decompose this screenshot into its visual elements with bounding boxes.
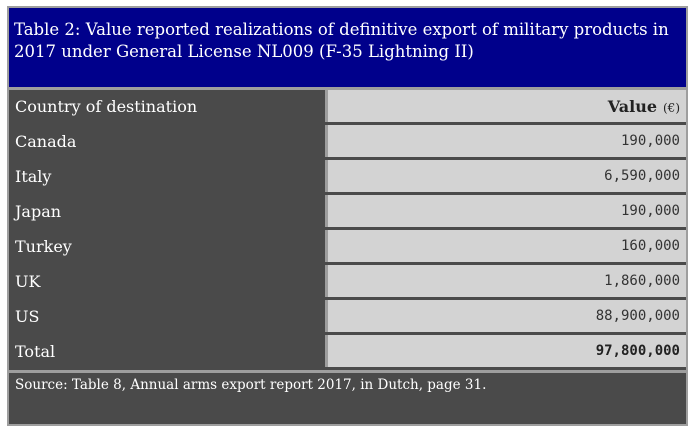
total-value: 97,800,000 <box>325 335 686 367</box>
row-country: US <box>9 300 325 332</box>
table-row: Canada 190,000 <box>9 125 686 157</box>
divider <box>9 87 686 90</box>
table-row: US 88,900,000 <box>9 300 686 332</box>
divider <box>9 370 686 373</box>
row-value: 6,590,000 <box>325 160 686 192</box>
row-value: 1,860,000 <box>325 265 686 297</box>
table-row: UK 1,860,000 <box>9 265 686 297</box>
header-country: Country of destination <box>9 90 325 122</box>
header-value-unit: (€) <box>663 100 680 115</box>
row-value: 160,000 <box>325 230 686 262</box>
table-row: Italy 6,590,000 <box>9 160 686 192</box>
row-country: Turkey <box>9 230 325 262</box>
row-country: Canada <box>9 125 325 157</box>
export-table-panel: Table 2: Value reported realizations of … <box>7 6 688 426</box>
header-value-label: Value <box>607 96 657 116</box>
row-value: 88,900,000 <box>325 300 686 332</box>
table-title: Table 2: Value reported realizations of … <box>9 8 686 87</box>
table-total-row: Total 97,800,000 <box>9 335 686 367</box>
table-row: Turkey 160,000 <box>9 230 686 262</box>
table-row: Japan 190,000 <box>9 195 686 227</box>
row-country: Japan <box>9 195 325 227</box>
source-note: Source: Table 8, Annual arms export repo… <box>15 377 487 393</box>
header-value: Value (€) <box>325 90 686 122</box>
export-table: Country of destination Value (€) Canada 1… <box>9 87 686 370</box>
row-value: 190,000 <box>325 195 686 227</box>
table-header-row: Country of destination Value (€) <box>9 90 686 122</box>
row-country: Italy <box>9 160 325 192</box>
total-label: Total <box>9 335 325 367</box>
row-country: UK <box>9 265 325 297</box>
row-value: 190,000 <box>325 125 686 157</box>
